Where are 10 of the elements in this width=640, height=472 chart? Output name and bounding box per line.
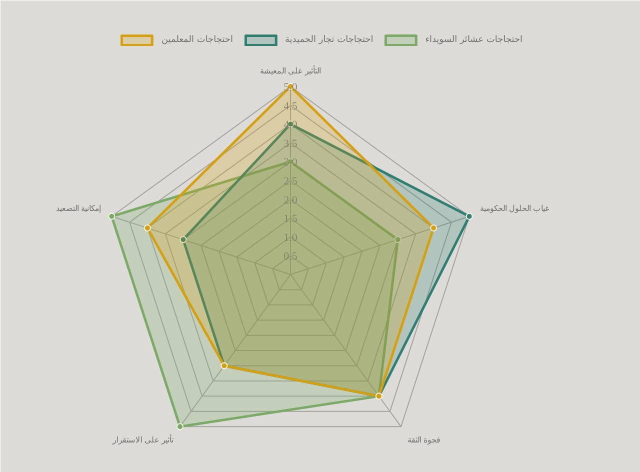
spoke-label: إمكانية التصعيد <box>56 204 102 214</box>
spoke-label: فجوة الثقة <box>407 435 440 444</box>
spoke-label: تأثير على الاستقرار <box>112 433 174 444</box>
legend-label: احتجاجات عشائر السويداء <box>425 34 523 46</box>
y-tick-label: 4.5 <box>284 100 298 112</box>
spoke-label: التأثير على المعيشة <box>260 64 321 76</box>
legend-label: احتجاجات تجار الحميدية <box>284 34 374 46</box>
legend-label: احتجاجات المعلمين <box>161 34 233 46</box>
spoke-label: غياب الحلول الحكومية <box>480 204 549 214</box>
y-tick-label: 3.0 <box>284 156 298 169</box>
